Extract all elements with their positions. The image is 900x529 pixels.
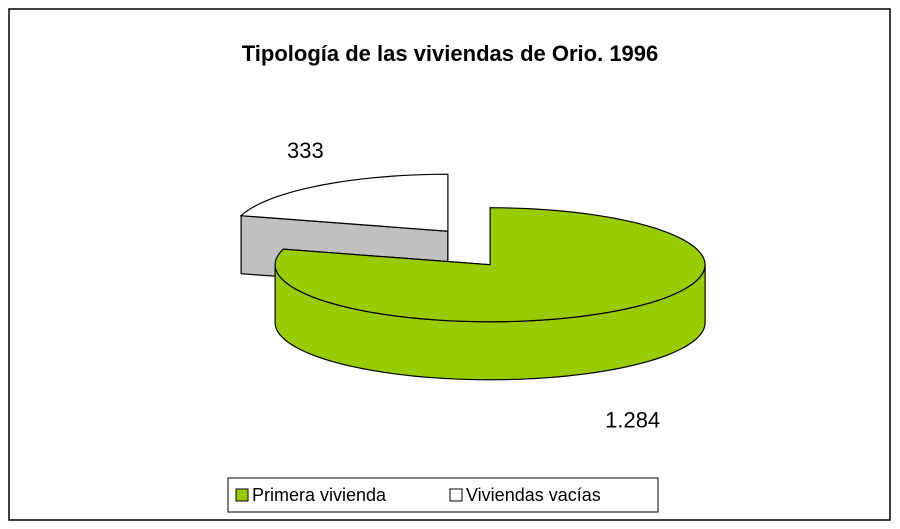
legend-swatch [449,488,463,502]
pie-slice [274,207,706,323]
data-label: 333 [287,138,324,163]
legend-label: Primera vivienda [252,485,387,505]
data-label: 1.284 [605,408,660,433]
legend-box [227,477,659,513]
legend-label: Viviendas vacías [466,485,601,505]
legend-swatch [235,488,249,502]
chart-title: Tipología de las viviendas de Orio. 1996 [242,41,659,66]
pie-slice [239,173,449,232]
